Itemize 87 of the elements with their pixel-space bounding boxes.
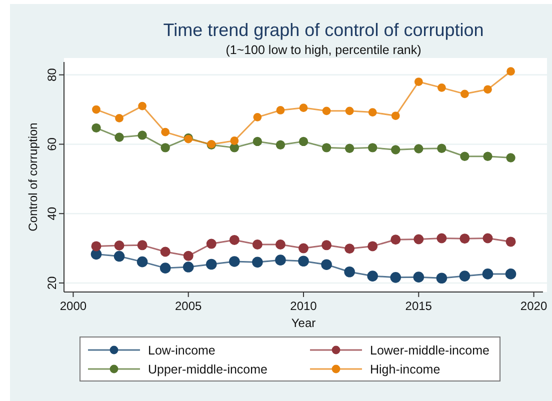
point xyxy=(322,240,332,250)
point xyxy=(114,250,125,262)
point xyxy=(252,256,263,268)
point xyxy=(344,266,355,278)
point xyxy=(92,123,101,133)
y-tick-label: 60 xyxy=(45,137,59,151)
point xyxy=(114,240,124,251)
x-tick-label: 2015 xyxy=(405,299,432,313)
point xyxy=(322,143,332,152)
point xyxy=(344,244,355,254)
point xyxy=(482,233,493,244)
point xyxy=(92,105,100,114)
point xyxy=(460,152,470,161)
point xyxy=(321,259,332,270)
legend-label: Lower-middle-income xyxy=(370,344,490,358)
point xyxy=(460,234,470,244)
point xyxy=(298,243,308,254)
point xyxy=(276,106,285,114)
point xyxy=(182,262,194,272)
point xyxy=(391,112,400,120)
point xyxy=(275,254,286,266)
point xyxy=(414,78,423,86)
point xyxy=(299,104,308,112)
point xyxy=(437,144,446,153)
point xyxy=(506,153,516,162)
point xyxy=(436,272,448,284)
point xyxy=(368,108,377,116)
point xyxy=(483,152,492,161)
point xyxy=(345,106,354,116)
point xyxy=(252,136,262,146)
x-tick-label: 2005 xyxy=(175,299,202,313)
point xyxy=(91,241,102,252)
point xyxy=(115,114,124,122)
point xyxy=(183,250,194,261)
chart-title: Time trend graph of control of corruption xyxy=(163,20,484,40)
point xyxy=(276,140,286,150)
point xyxy=(368,241,378,252)
point xyxy=(414,234,424,244)
legend-label: High-income xyxy=(370,362,440,376)
y-tick-label: 20 xyxy=(45,276,59,290)
y-axis-title: Control of corruption xyxy=(26,122,40,232)
point xyxy=(344,144,354,153)
point xyxy=(253,112,262,122)
point xyxy=(437,83,446,92)
point xyxy=(230,136,239,145)
point xyxy=(390,272,402,283)
point xyxy=(137,240,148,250)
point xyxy=(298,136,308,146)
point xyxy=(484,85,492,94)
chart-subtitle: (1~100 low to high, percentile rank) xyxy=(226,43,422,57)
point xyxy=(390,234,401,245)
point xyxy=(138,130,147,140)
legend-label: Low-income xyxy=(148,344,216,358)
point xyxy=(229,256,240,267)
point xyxy=(368,143,378,152)
point xyxy=(322,106,331,116)
point xyxy=(298,256,309,267)
point xyxy=(161,128,170,136)
point xyxy=(459,270,470,282)
point xyxy=(160,143,170,152)
point xyxy=(460,90,469,98)
point xyxy=(275,239,286,250)
point xyxy=(482,268,494,280)
point xyxy=(391,145,400,154)
point xyxy=(160,246,170,257)
x-tick-label: 2010 xyxy=(290,299,318,313)
point xyxy=(114,132,124,142)
y-tick-label: 40 xyxy=(45,206,59,220)
point xyxy=(206,238,216,249)
point xyxy=(505,268,516,280)
point xyxy=(414,144,424,154)
x-tick-label: 2000 xyxy=(60,299,87,313)
point xyxy=(136,256,148,268)
point xyxy=(206,258,217,270)
point xyxy=(506,236,516,247)
point xyxy=(160,262,171,274)
point xyxy=(367,270,378,282)
point xyxy=(436,233,447,244)
point xyxy=(413,272,424,282)
y-tick-label: 80 xyxy=(45,68,59,82)
x-tick-label: 2020 xyxy=(520,299,548,313)
point xyxy=(252,239,262,250)
point xyxy=(506,67,515,76)
legend-label: Upper-middle-income xyxy=(148,362,268,376)
point xyxy=(229,234,240,245)
point xyxy=(138,102,146,110)
x-axis-title: Year xyxy=(291,316,316,330)
